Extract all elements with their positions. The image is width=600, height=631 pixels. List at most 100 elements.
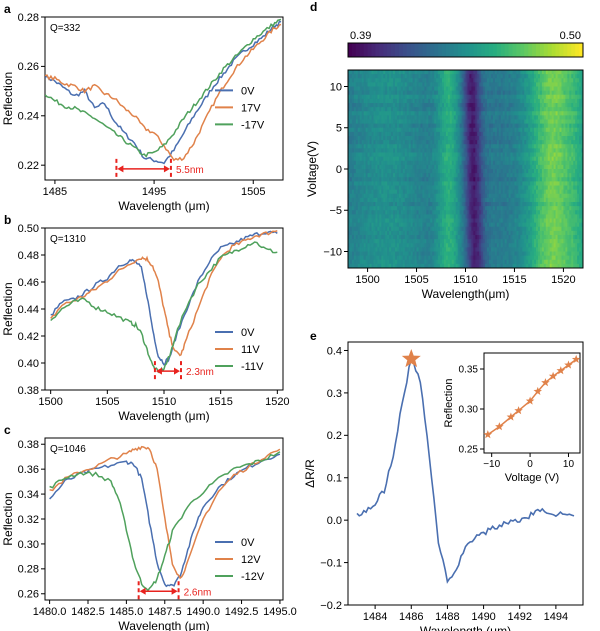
q-factor-annotation: Q=332	[50, 23, 81, 34]
heatmap-cell	[500, 107, 504, 112]
heatmap-cell	[375, 222, 378, 228]
heatmap-cell	[443, 74, 447, 79]
heatmap-cell	[494, 222, 498, 228]
heatmap-cell	[539, 160, 543, 166]
heatmap-cell	[430, 214, 433, 219]
heatmap-cell	[553, 169, 556, 174]
heatmap-cell	[400, 94, 404, 100]
heatmap-cell	[479, 222, 482, 228]
heatmap-cell	[549, 164, 553, 170]
heatmap-cell	[371, 193, 374, 199]
heatmap-cell	[565, 177, 568, 182]
heatmap-cell	[545, 94, 549, 100]
heatmap-cell	[389, 98, 392, 104]
heatmap-cell	[414, 127, 417, 133]
heatmap-cell	[557, 197, 560, 203]
heatmap-cell	[396, 160, 400, 166]
heatmap-cell	[508, 181, 511, 186]
heatmap-cell	[359, 127, 363, 133]
heatmap-cell	[443, 90, 447, 96]
heatmap-cell	[457, 94, 461, 100]
heatmap-cell	[524, 115, 527, 120]
heatmap-cell	[537, 222, 541, 228]
heatmap-cell	[442, 193, 445, 199]
heatmap-cell	[418, 235, 421, 240]
heatmap-cell	[442, 119, 445, 125]
heatmap-cell	[512, 98, 515, 104]
heatmap-cell	[481, 140, 484, 145]
heatmap-cell	[526, 193, 529, 199]
heatmap-cell	[461, 226, 464, 232]
heatmap-cell	[430, 90, 433, 96]
heatmap-cell	[518, 173, 521, 178]
heatmap-cell	[410, 123, 414, 129]
heatmap-cell	[500, 226, 504, 232]
heatmap-cell	[459, 148, 462, 153]
heatmap-cell	[485, 156, 488, 162]
heatmap-cell	[422, 156, 425, 162]
heatmap-cell	[469, 189, 472, 195]
heatmap-cell	[494, 181, 498, 186]
heatmap-cell	[387, 189, 390, 195]
heatmap-cell	[436, 218, 439, 224]
y-tick-label: 0.28	[18, 12, 39, 24]
heatmap-cell	[559, 74, 562, 79]
heatmap-cell	[349, 177, 353, 182]
heatmap-cell	[391, 235, 394, 240]
heatmap-cell	[500, 131, 504, 137]
heatmap-cell	[490, 202, 494, 207]
heatmap-cell	[463, 144, 466, 149]
heatmap-cell	[461, 119, 464, 125]
heatmap-cell	[377, 214, 380, 219]
heatmap-cell	[402, 206, 406, 211]
heatmap-cell	[532, 94, 535, 100]
heatmap-cell	[369, 90, 372, 96]
heatmap-cell	[434, 169, 437, 174]
heatmap-cell	[447, 230, 451, 236]
heatmap-cell	[559, 226, 562, 232]
heatmap-cell	[396, 107, 400, 112]
heatmap-cell	[569, 210, 572, 215]
heatmap-cell	[430, 74, 433, 79]
heatmap-cell	[543, 131, 547, 137]
heatmap-cell	[553, 218, 556, 224]
heatmap-cell	[418, 214, 421, 219]
heatmap-cell	[422, 218, 425, 224]
heatmap-cell	[357, 98, 361, 104]
heatmap-cell	[395, 160, 398, 166]
heatmap-cell	[496, 90, 500, 96]
heatmap-cell	[581, 74, 584, 79]
heatmap-cell	[492, 197, 496, 203]
heatmap-cell	[457, 131, 461, 137]
heatmap-cell	[381, 169, 384, 174]
heatmap-cell	[445, 230, 449, 236]
heatmap-cell	[537, 111, 541, 116]
heatmap-cell	[420, 181, 423, 186]
heatmap-cell	[418, 181, 421, 186]
heatmap-cell	[355, 140, 359, 145]
heatmap-cell	[581, 202, 584, 207]
heatmap-cell	[526, 70, 529, 75]
heatmap-cell	[547, 103, 551, 108]
heatmap-cell	[518, 136, 521, 141]
heatmap-cell	[426, 152, 429, 158]
heatmap-cell	[496, 107, 500, 112]
heatmap-cell	[389, 94, 392, 100]
heatmap-cell	[471, 86, 474, 92]
heatmap-cell	[420, 185, 423, 191]
heatmap-cell	[387, 98, 390, 104]
heatmap-cell	[381, 235, 384, 240]
heatmap-cell	[381, 189, 384, 195]
heatmap-cell	[510, 185, 513, 191]
heatmap-cell	[383, 202, 386, 207]
heatmap-cell	[398, 156, 402, 162]
heatmap-cell	[395, 123, 398, 129]
heatmap-cell	[353, 235, 357, 240]
heatmap-cell	[426, 156, 429, 162]
heatmap-cell	[363, 140, 367, 145]
heatmap-cell	[577, 206, 580, 211]
heatmap-cell	[443, 210, 447, 215]
heatmap-cell	[375, 119, 378, 125]
heatmap-cell	[559, 169, 562, 174]
heatmap-cell	[536, 111, 539, 116]
